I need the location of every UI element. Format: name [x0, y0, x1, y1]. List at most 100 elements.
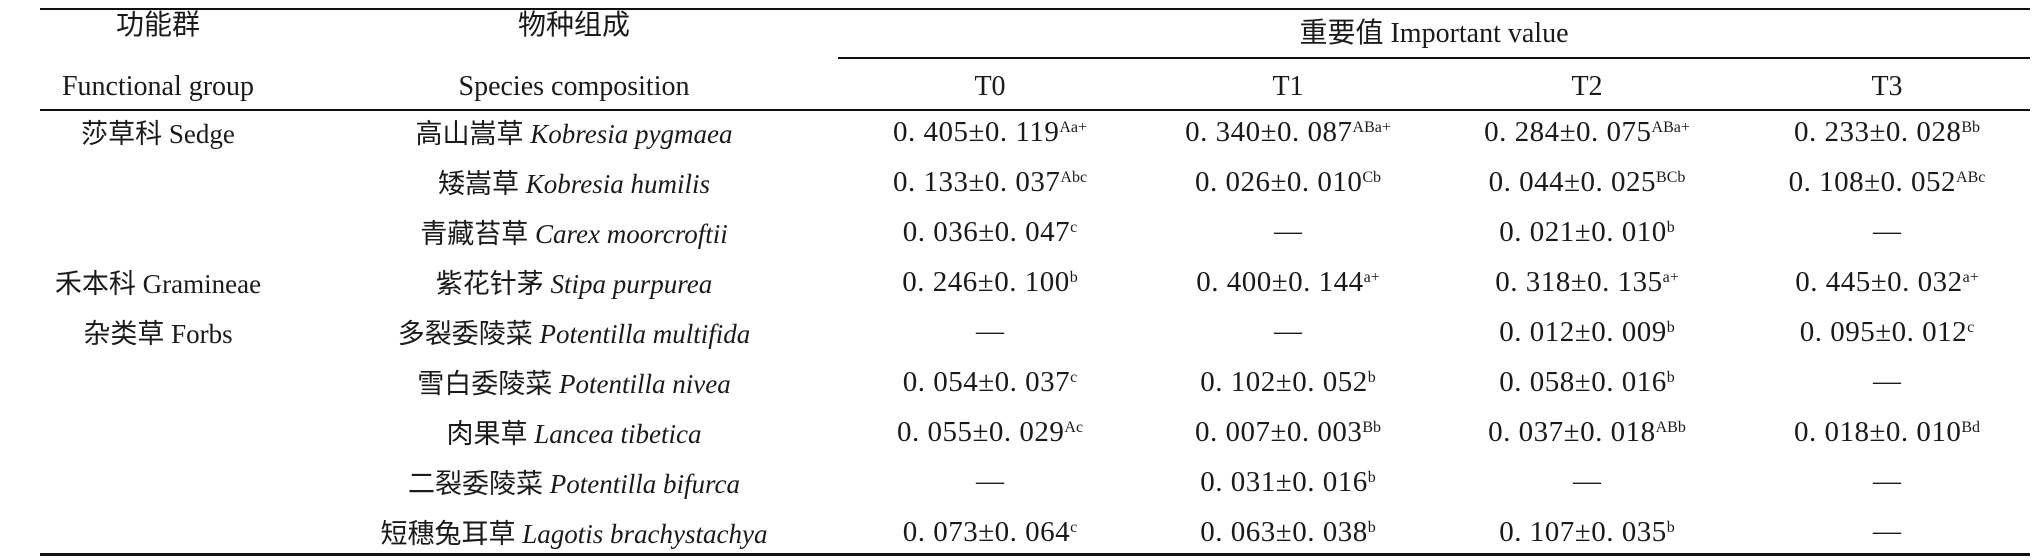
value-cell-t1: 0. 031±0. 016b — [1200, 466, 1376, 498]
species-name-latin: Potentilla bifurca — [549, 469, 740, 499]
value-cell-t0: 0. 405±0. 119Aa+ — [892, 116, 1088, 148]
significance-letter: Bd — [1961, 419, 1981, 436]
value-cell-t1: — — [1274, 216, 1302, 247]
value-cell-t1: — — [1274, 316, 1302, 347]
species-name-latin: Kobresia pygmaea — [530, 119, 733, 149]
significance-letter: b — [1367, 369, 1376, 386]
value-cell-t3: — — [1873, 466, 1901, 497]
significance-letter: Bb — [1362, 419, 1382, 436]
species-name-zh: 青藏苔草 — [420, 219, 536, 249]
species-name-zh: 高山嵩草 — [415, 119, 531, 149]
species-name: 短穗兔耳草 Lagotis brachystachya — [381, 517, 768, 551]
value-cell-t0: — — [976, 466, 1004, 497]
group-label-sedge: 莎草科 Sedge — [81, 119, 235, 149]
value-cell-t3: — — [1873, 366, 1901, 397]
significance-letter: ABa+ — [1352, 119, 1391, 136]
value-cell-t2: 0. 021±0. 010b — [1499, 216, 1675, 248]
species-name: 矮嵩草 Kobresia humilis — [438, 167, 710, 201]
header-t1: T1 — [1272, 71, 1304, 102]
value-cell-t1: 0. 102±0. 052b — [1200, 366, 1376, 398]
species-name-zh: 二裂委陵菜 — [408, 469, 550, 499]
value-cell-t1: 0. 063±0. 038b — [1200, 516, 1376, 548]
header-sub-rule — [838, 57, 2030, 59]
significance-letter: a+ — [1962, 269, 1979, 286]
species-name-zh: 短穗兔耳草 — [380, 519, 523, 549]
significance-letter: c — [1967, 319, 1975, 336]
value-cell-t3: — — [1873, 516, 1901, 547]
species-name-latin: Potentilla multifida — [539, 319, 751, 349]
species-name-zh: 肉果草 — [446, 419, 535, 449]
species-name: 肉果草 Lancea tibetica — [447, 417, 702, 451]
value-cell-t3: — — [1873, 216, 1901, 247]
header-rule — [40, 109, 2030, 111]
species-name: 雪白委陵菜 Potentilla nivea — [417, 367, 730, 401]
significance-letter: b — [1666, 219, 1675, 236]
significance-letter: b — [1666, 369, 1675, 386]
value-cell-t0: 0. 246±0. 100b — [902, 266, 1078, 298]
species-name-latin: Carex moorcroftii — [535, 219, 728, 249]
significance-letter: BCb — [1656, 169, 1686, 186]
header-t2: T2 — [1571, 71, 1603, 102]
significance-letter: ABc — [1956, 169, 1986, 186]
significance-letter: a+ — [1662, 269, 1679, 286]
header-t0: T0 — [974, 71, 1006, 102]
species-name: 高山嵩草 Kobresia pygmaea — [416, 117, 733, 151]
species-name: 青藏苔草 Carex moorcroftii — [420, 217, 727, 251]
species-name-latin: Stipa purpurea — [550, 269, 713, 299]
species-name-latin: Kobresia humilis — [525, 169, 711, 199]
value-cell-t0: 0. 073±0. 064c — [902, 516, 1078, 548]
significance-letter: b — [1666, 519, 1675, 536]
value-cell-t1: 0. 026±0. 010Cb — [1194, 166, 1382, 198]
species-name: 二裂委陵菜 Potentilla bifurca — [408, 467, 740, 501]
significance-letter: ABb — [1655, 419, 1686, 436]
value-cell-t0: — — [976, 316, 1004, 347]
significance-letter: c — [1070, 369, 1078, 386]
significance-letter: Abc — [1060, 169, 1088, 186]
species-name-latin: Lagotis brachystachya — [522, 519, 768, 549]
header-group-en: Functional group — [61, 71, 255, 102]
significance-letter: a+ — [1363, 269, 1380, 286]
value-cell-t0: 0. 054±0. 037c — [902, 366, 1078, 398]
value-cell-t3: 0. 095±0. 012c — [1799, 316, 1975, 348]
species-name-latin: Lancea tibetica — [534, 419, 702, 449]
value-cell-t0: 0. 133±0. 037Abc — [892, 166, 1088, 198]
value-cell-t3: 0. 233±0. 028Bb — [1793, 116, 1981, 148]
species-name-zh: 紫花针茅 — [435, 269, 551, 299]
species-name-zh: 矮嵩草 — [437, 169, 526, 199]
value-cell-t0: 0. 055±0. 029Ac — [896, 416, 1084, 448]
header-t3: T3 — [1871, 71, 1903, 102]
value-cell-t2: 0. 107±0. 035b — [1499, 516, 1675, 548]
species-name: 紫花针茅 Stipa purpurea — [436, 267, 713, 301]
value-cell-t2: 0. 044±0. 025BCb — [1488, 166, 1686, 198]
header-species-zh: 物种组成 — [517, 10, 631, 41]
value-cell-t0: 0. 036±0. 047c — [902, 216, 1078, 248]
significance-letter: b — [1069, 269, 1078, 286]
significance-letter: ABa+ — [1651, 119, 1690, 136]
significance-letter: c — [1070, 219, 1078, 236]
value-cell-t2: 0. 284±0. 075ABa+ — [1484, 116, 1690, 148]
value-cell-t1: 0. 007±0. 003Bb — [1194, 416, 1382, 448]
significance-letter: b — [1367, 519, 1376, 536]
significance-letter: b — [1666, 319, 1675, 336]
species-name: 多裂委陵菜 Potentilla multifida — [398, 317, 751, 351]
species-name-zh: 雪白委陵菜 — [417, 369, 560, 399]
significance-letter: b — [1367, 469, 1376, 486]
significance-letter: Aa+ — [1059, 119, 1088, 136]
significance-letter: Ac — [1064, 419, 1084, 436]
header-group-zh: 功能群 — [115, 10, 201, 41]
group-label-gramineae: 禾本科 Gramineae — [54, 269, 262, 299]
value-cell-t2: 0. 012±0. 009b — [1499, 316, 1675, 348]
header-species-en: Species composition — [458, 71, 690, 102]
value-cell-t3: 0. 445±0. 032a+ — [1795, 266, 1979, 298]
bottom-rule — [40, 553, 2030, 556]
header-important-value: 重要值 Important value — [1299, 18, 1569, 49]
significance-letter: Bb — [1961, 119, 1981, 136]
value-cell-t1: 0. 400±0. 144a+ — [1196, 266, 1380, 298]
group-label-forbs: 杂类草 Forbs — [83, 319, 233, 349]
significance-letter: c — [1070, 519, 1078, 536]
value-cell-t3: 0. 108±0. 052ABc — [1788, 166, 1986, 198]
top-rule — [40, 8, 2030, 10]
value-cell-t2: 0. 037±0. 018ABb — [1488, 416, 1686, 448]
value-cell-t2: — — [1573, 466, 1601, 497]
value-cell-t2: 0. 318±0. 135a+ — [1495, 266, 1679, 298]
